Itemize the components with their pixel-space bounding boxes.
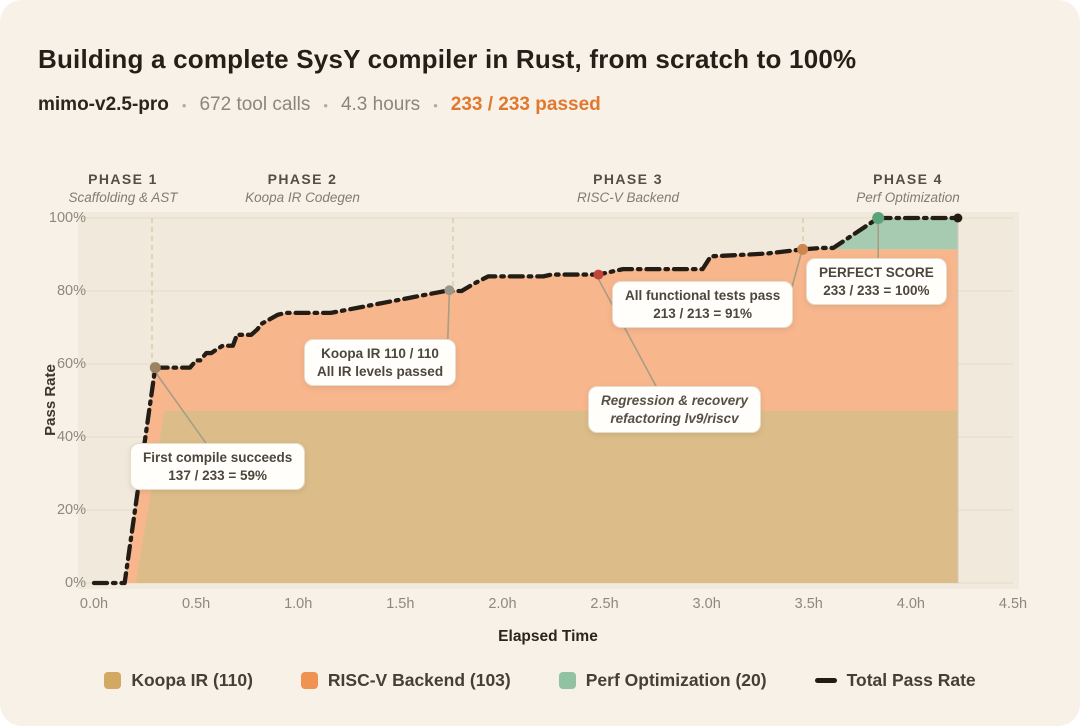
legend-item: Total Pass Rate [814,670,976,691]
annotation-line: Koopa IR 110 / 110 [321,346,439,361]
duration-stat: 4.3 hours [340,94,421,115]
koopa-ir-area [135,410,958,583]
model-name: mimo-v2.5-pro [38,94,169,115]
phase-subtitle: Koopa IR Codegen [245,190,360,205]
annotation-first-compile: First compile succeeds 137 / 233 = 59% [130,443,306,491]
y-tick-label: 20% [56,502,86,518]
legend-item: Koopa IR (110) [104,670,253,691]
page-title: Building a complete SysY compiler in Rus… [38,44,857,74]
legend-color-swatch [300,672,318,689]
annotation-regression: Regression & recovery refactoring lv9/ris… [588,386,762,434]
x-tick-label: 1.5h [386,596,415,612]
perfect-score-point [872,212,885,224]
annotation-line: All IR levels passed [317,363,444,379]
first-compile-point [149,362,161,374]
phase-name: PHASE 3 [593,171,663,187]
x-tick-label: 2.5h [590,596,619,612]
annotation-line: 233 / 233 = 100% [823,282,930,298]
legend-label: Total Pass Rate [846,670,976,690]
annotation-line: 213 / 213 = 91% [653,305,752,321]
annotation-koopa-complete: Koopa IR 110 / 110 All IR levels passed [304,339,457,387]
annotation-line: 137 / 233 = 59% [168,467,268,483]
x-tick-label: 0.5h [181,596,211,612]
x-axis-label: Elapsed Time [498,628,598,645]
x-tick-label: 3.0h [692,596,721,612]
annotation-line: All functional tests pass [625,288,781,303]
phase-header-3: PHASE 3 RISC-V Backend [518,171,738,205]
annotation-line: Regression & recovery [601,393,749,408]
passed-stat: 233 / 233 passed [450,94,601,115]
total-pass-rate-line [91,215,961,586]
phase-subtitle: Scaffolding & AST [68,190,178,205]
phase-name: PHASE 4 [873,171,943,187]
legend-label: Perf Optimization (20) [585,670,767,690]
phase-header-2: PHASE 2 Koopa IR Codegen [193,171,413,205]
annotation-line: First compile succeeds [143,450,293,465]
koopa-complete-point [444,285,455,296]
legend-color-swatch [558,672,576,689]
y-tick-label: 80% [56,283,86,299]
separator-dot: • [323,97,328,113]
legend-color-swatch [104,672,122,689]
annotation-perfect-score: PERFECT SCORE 233 / 233 = 100% [806,258,947,306]
phase-header-1: PHASE 1 Scaffolding & AST [13,171,233,205]
legend-line-swatch [814,678,837,683]
y-tick-label: 40% [56,429,86,445]
phase-header-4: PHASE 4 Perf Optimization [798,171,1018,205]
separator-dot: • [433,97,438,113]
functional-pass-point [797,243,809,255]
x-tick-label: 0.0h [79,596,109,612]
regression-point [593,269,604,280]
x-tick-label: 4.0h [896,596,925,612]
phase-subtitle: Perf Optimization [856,190,960,205]
x-tick-label: 1.0h [284,596,313,612]
legend-item: Perf Optimization (20) [558,670,767,691]
x-tick-label: 4.5h [998,596,1028,612]
y-tick-label: 0% [65,575,86,591]
x-tick-label: 2.0h [488,596,517,612]
annotation-functional-pass: All functional tests pass 213 / 213 = 91% [612,281,794,329]
y-tick-label: 100% [48,210,86,226]
perf-optimization-area [802,218,958,250]
phase-name: PHASE 1 [88,171,158,187]
legend-label: RISC-V Backend (103) [327,670,511,690]
annotation-leader [154,371,209,447]
run-summary: mimo-v2.5-pro • 672 tool calls • 4.3 hou… [38,94,601,116]
annotation-line: PERFECT SCORE [819,265,934,280]
end-point [953,213,963,223]
chart-legend: Koopa IR (110) RISC-V Backend (103) Perf O… [0,670,1080,691]
tool-calls-stat: 672 tool calls [199,94,311,115]
phase-subtitle: RISC-V Backend [577,190,680,205]
x-tick-label: 3.5h [794,596,823,612]
legend-label: Koopa IR (110) [131,670,253,690]
annotation-leader [597,278,658,389]
y-tick-label: 60% [56,356,86,372]
separator-dot: • [181,97,187,113]
y-axis-label: Pass Rate [42,364,59,436]
phase-name: PHASE 2 [267,171,338,187]
legend-item: RISC-V Backend (103) [300,670,511,691]
annotation-line: refactoring lv9/riscv [610,410,739,426]
